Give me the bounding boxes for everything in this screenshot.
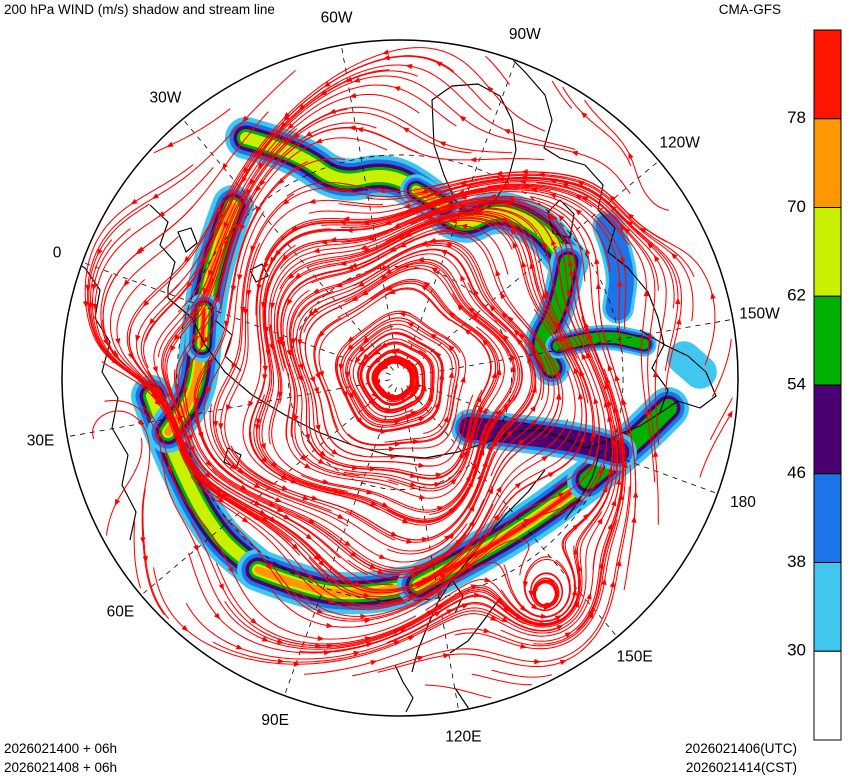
- colorbar-tick-label: 30: [787, 641, 806, 660]
- valid-time-cst: 2026021414(CST): [685, 760, 797, 775]
- init-time-utc: 2026021400 + 06h: [4, 741, 117, 756]
- model-label: CMA-GFS: [718, 2, 781, 17]
- colorbar-tick-label: 38: [787, 552, 806, 571]
- longitude-label: 60W: [321, 10, 353, 27]
- chart-title: 200 hPa WIND (m/s) shadow and stream lin…: [4, 2, 275, 17]
- colorbar-segment: [813, 118, 842, 208]
- colorbar-segment: [813, 384, 842, 475]
- init-time-cst: 2026021408 + 06h: [4, 760, 117, 775]
- valid-time-utc: 2026021406(UTC): [685, 741, 797, 756]
- colorbar-segment: [813, 207, 842, 297]
- colorbar-tick-label: 54: [787, 374, 806, 393]
- longitude-label: 150W: [739, 306, 780, 323]
- colorbar-segment: [813, 562, 842, 652]
- longitude-label: 90W: [509, 26, 541, 43]
- colorbar-tick-label: 46: [787, 463, 806, 482]
- colorbar-tick-label: 62: [787, 286, 806, 305]
- map-boundary: [61, 39, 739, 717]
- longitude-label: 60E: [107, 604, 135, 621]
- longitude-label: 120W: [659, 134, 700, 151]
- longitude-label: 90E: [261, 712, 289, 729]
- longitude-label: 30E: [27, 432, 55, 449]
- colorbar-segment: [813, 473, 842, 563]
- longitude-label: 150E: [616, 649, 652, 666]
- longitude-label: 120E: [445, 729, 481, 746]
- longitude-label: 180: [730, 494, 756, 511]
- streamlines: [82, 47, 733, 699]
- colorbar-segment: [813, 295, 842, 386]
- colorbar-tick-label: 78: [787, 108, 806, 127]
- colorbar-segment: [813, 650, 842, 741]
- colorbar: 78 70 62 54 46 38 30: [787, 29, 842, 741]
- longitude-label: 0: [53, 244, 62, 261]
- longitude-label: 30W: [149, 89, 181, 106]
- colorbar-tick-label: 70: [787, 197, 806, 216]
- colorbar-segment: [813, 29, 842, 120]
- longitude-labels: 0 30W 60W 90W 120W 150W 180 150E 120E 90E 60E 30E: [27, 10, 780, 746]
